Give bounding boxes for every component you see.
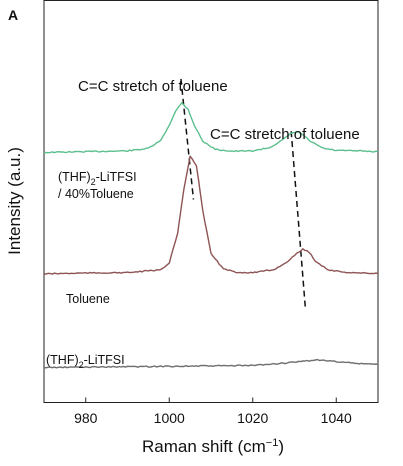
annotation-toluene-2: C=C stretch of toluene <box>210 126 360 143</box>
spectra <box>43 102 379 369</box>
annotation-toluene-1: C=C stretch of toluene <box>78 78 228 95</box>
x-ticks: 980 1000 1020 1040 <box>74 397 352 426</box>
series-labels: (THF)2-LiTFSI/ 40%TolueneToluene(THF)2-L… <box>46 170 137 370</box>
x-tick-label-0: 980 <box>74 410 98 426</box>
guide-line-1 <box>290 131 307 309</box>
x-axis-label: Raman shift (cm−1) <box>142 437 284 456</box>
series-label-0-1: / 40%Toluene <box>58 187 134 201</box>
series-line-0 <box>43 102 379 154</box>
x-tick-label-3: 1040 <box>321 410 352 426</box>
x-tick-label-1: 1000 <box>154 410 185 426</box>
series-line-2 <box>43 358 379 369</box>
series-label-1-0: Toluene <box>66 292 110 306</box>
guide-line-0 <box>180 78 195 200</box>
plot-frame <box>43 0 379 403</box>
series-line-1 <box>44 155 379 275</box>
series-label-2-0: (THF)2-LiTFSI <box>46 353 125 370</box>
x-tick-label-2: 1020 <box>237 410 268 426</box>
series-label-0-0: (THF)2-LiTFSI <box>58 170 137 187</box>
panel-label: A <box>8 7 18 23</box>
guide-lines <box>180 78 307 309</box>
y-axis-label: Intensity (a.u.) <box>5 147 24 255</box>
